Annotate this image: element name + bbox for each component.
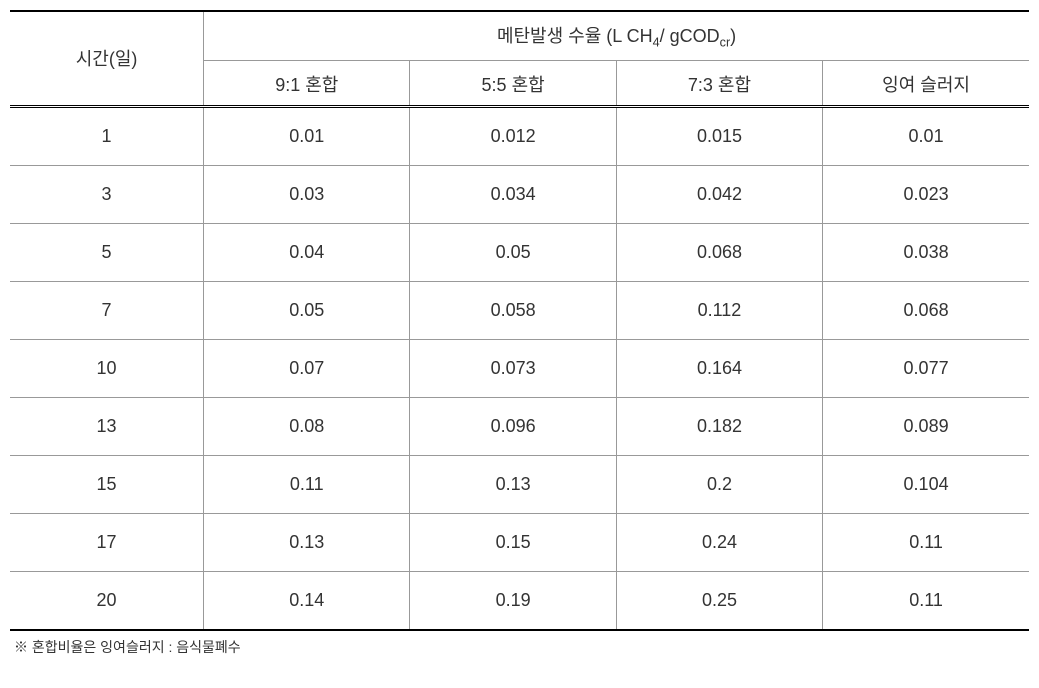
cell-time: 3 — [10, 165, 204, 223]
cell-value: 0.04 — [204, 223, 410, 281]
cell-value: 0.11 — [823, 571, 1029, 630]
yield-label-pre: 메탄발생 수율 (L CH — [497, 26, 653, 46]
cell-value: 0.25 — [616, 571, 822, 630]
cell-value: 0.15 — [410, 513, 616, 571]
header-yield: 메탄발생 수율 (L CH4/ gCODcr) — [204, 11, 1029, 60]
cell-value: 0.11 — [204, 455, 410, 513]
yield-label-post: ) — [730, 26, 736, 46]
cell-value: 0.01 — [204, 106, 410, 165]
cell-value: 0.012 — [410, 106, 616, 165]
table-header: 시간(일) 메탄발생 수율 (L CH4/ gCODcr) 9:1 혼합 5:5… — [10, 11, 1029, 106]
cell-value: 0.038 — [823, 223, 1029, 281]
cell-value: 0.023 — [823, 165, 1029, 223]
cell-value: 0.073 — [410, 339, 616, 397]
yield-label-sub1: 4 — [653, 36, 660, 50]
table-row: 13 0.08 0.096 0.182 0.089 — [10, 397, 1029, 455]
cell-time: 17 — [10, 513, 204, 571]
table-row: 15 0.11 0.13 0.2 0.104 — [10, 455, 1029, 513]
cell-value: 0.13 — [410, 455, 616, 513]
table-row: 5 0.04 0.05 0.068 0.038 — [10, 223, 1029, 281]
cell-value: 0.104 — [823, 455, 1029, 513]
cell-value: 0.068 — [616, 223, 822, 281]
cell-value: 0.2 — [616, 455, 822, 513]
cell-value: 0.08 — [204, 397, 410, 455]
cell-value: 0.164 — [616, 339, 822, 397]
cell-value: 0.077 — [823, 339, 1029, 397]
cell-value: 0.07 — [204, 339, 410, 397]
cell-time: 15 — [10, 455, 204, 513]
methane-yield-table: 시간(일) 메탄발생 수율 (L CH4/ gCODcr) 9:1 혼합 5:5… — [10, 10, 1029, 631]
table-row: 20 0.14 0.19 0.25 0.11 — [10, 571, 1029, 630]
table-footnote: ※ 혼합비율은 잉여슬러지 : 음식물폐수 — [10, 631, 1029, 657]
table-row: 3 0.03 0.034 0.042 0.023 — [10, 165, 1029, 223]
cell-value: 0.096 — [410, 397, 616, 455]
cell-time: 13 — [10, 397, 204, 455]
cell-value: 0.24 — [616, 513, 822, 571]
table-row: 10 0.07 0.073 0.164 0.077 — [10, 339, 1029, 397]
cell-value: 0.089 — [823, 397, 1029, 455]
table-body: 1 0.01 0.012 0.015 0.01 3 0.03 0.034 0.0… — [10, 106, 1029, 630]
cell-time: 10 — [10, 339, 204, 397]
table-row: 1 0.01 0.012 0.015 0.01 — [10, 106, 1029, 165]
cell-value: 0.034 — [410, 165, 616, 223]
cell-value: 0.19 — [410, 571, 616, 630]
yield-label-sub2: cr — [720, 36, 731, 50]
header-col-excess-sludge: 잉여 슬러지 — [823, 60, 1029, 106]
cell-value: 0.058 — [410, 281, 616, 339]
cell-value: 0.14 — [204, 571, 410, 630]
header-col-mix91: 9:1 혼합 — [204, 60, 410, 106]
cell-time: 1 — [10, 106, 204, 165]
cell-value: 0.11 — [823, 513, 1029, 571]
table-row: 17 0.13 0.15 0.24 0.11 — [10, 513, 1029, 571]
cell-time: 20 — [10, 571, 204, 630]
table-row: 7 0.05 0.058 0.112 0.068 — [10, 281, 1029, 339]
cell-value: 0.05 — [410, 223, 616, 281]
cell-value: 0.05 — [204, 281, 410, 339]
header-col-mix55: 5:5 혼합 — [410, 60, 616, 106]
cell-value: 0.13 — [204, 513, 410, 571]
header-time: 시간(일) — [10, 11, 204, 106]
cell-time: 7 — [10, 281, 204, 339]
cell-value: 0.182 — [616, 397, 822, 455]
cell-value: 0.068 — [823, 281, 1029, 339]
methane-yield-table-container: 시간(일) 메탄발생 수율 (L CH4/ gCODcr) 9:1 혼합 5:5… — [10, 10, 1029, 657]
cell-value: 0.015 — [616, 106, 822, 165]
cell-value: 0.01 — [823, 106, 1029, 165]
yield-label-mid: / gCOD — [660, 26, 720, 46]
header-col-mix73: 7:3 혼합 — [616, 60, 822, 106]
cell-value: 0.042 — [616, 165, 822, 223]
cell-time: 5 — [10, 223, 204, 281]
cell-value: 0.03 — [204, 165, 410, 223]
cell-value: 0.112 — [616, 281, 822, 339]
